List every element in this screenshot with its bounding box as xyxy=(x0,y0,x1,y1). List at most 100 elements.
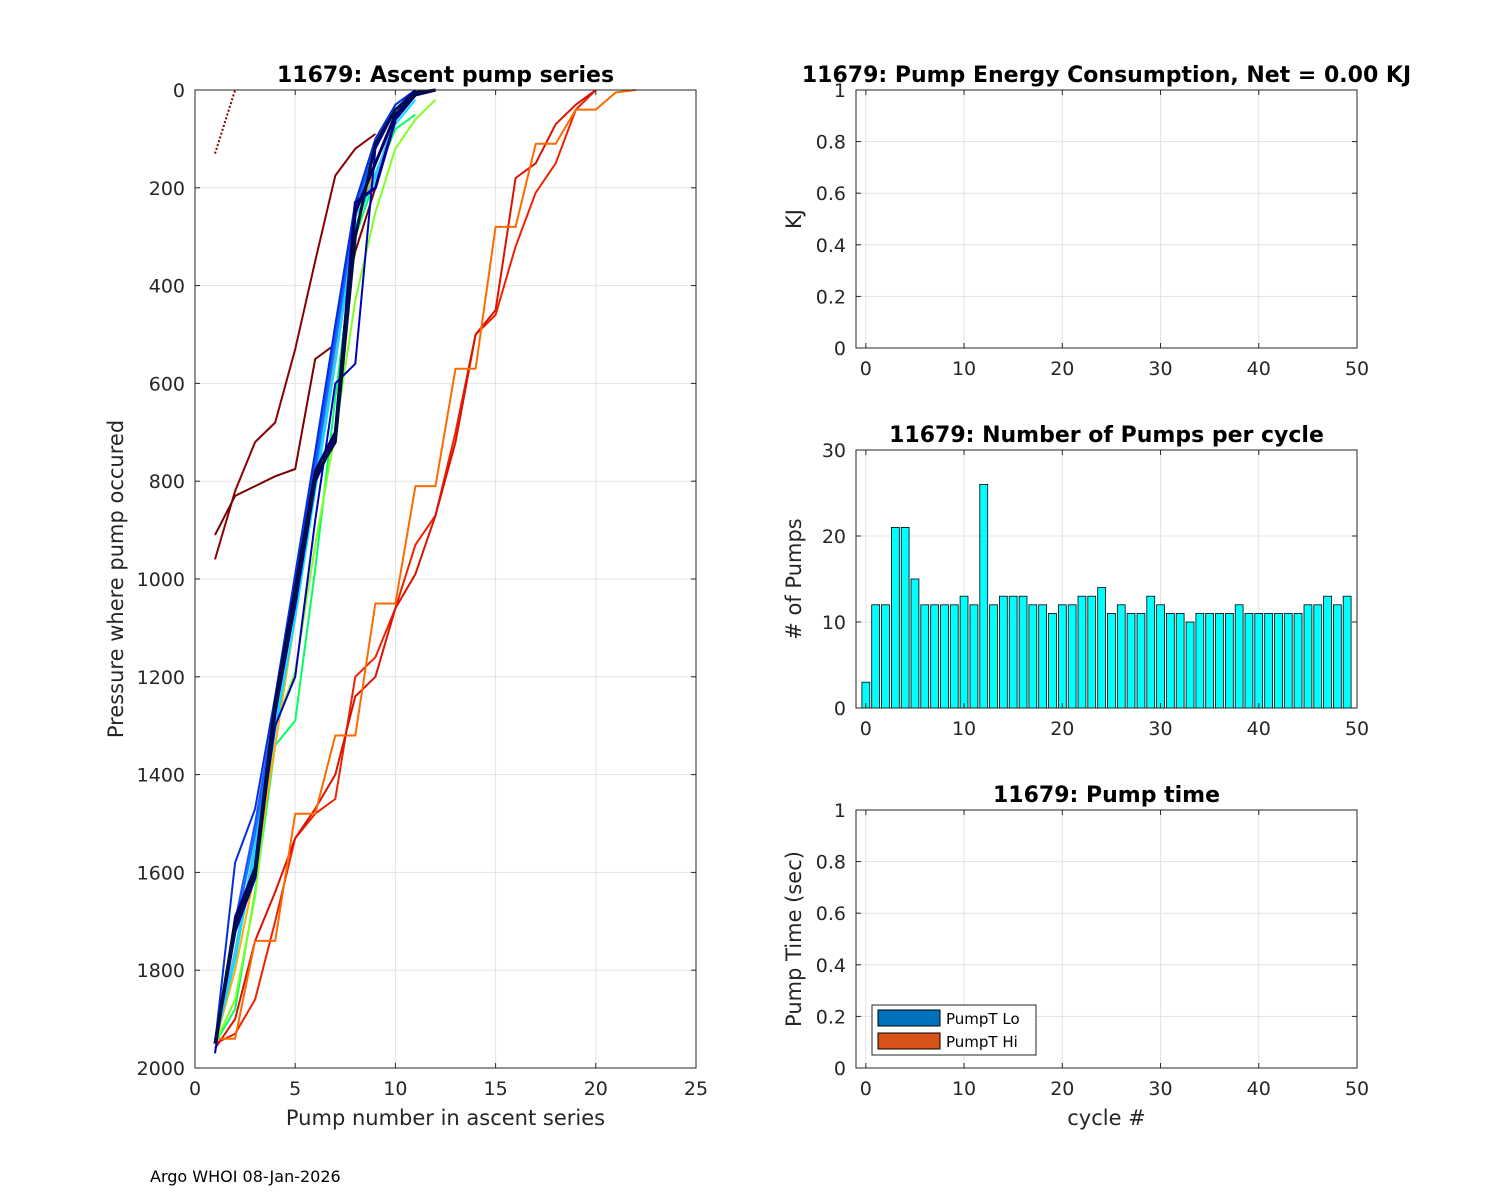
x-tick-label: 40 xyxy=(1247,358,1271,380)
x-tick-label: 10 xyxy=(383,1078,407,1100)
bar-cycle-49 xyxy=(1342,595,1352,709)
legend-label: PumpT Hi xyxy=(946,1033,1018,1051)
y-tick-label: 0 xyxy=(834,338,846,360)
chart-title: 11679: Number of Pumps per cycle xyxy=(889,423,1324,448)
y-tick-label: 0.6 xyxy=(816,903,846,925)
bar-cycle-22 xyxy=(1077,595,1087,709)
bar-cycle-12 xyxy=(979,483,989,709)
y-tick-label: 0 xyxy=(834,1058,846,1080)
y-axis-label: Pressure where pump occured xyxy=(104,420,128,738)
x-tick-label: 0 xyxy=(860,358,872,380)
footer-text: Argo WHOI 08-Jan-2026 xyxy=(150,1167,341,1186)
x-tick-label: 5 xyxy=(289,1078,301,1100)
bar-cycle-11 xyxy=(969,604,979,709)
y-tick-label: 400 xyxy=(149,276,185,298)
series-line-cycle-0 xyxy=(214,89,237,154)
bar-cycle-33 xyxy=(1185,621,1195,709)
x-tick-label: 0 xyxy=(189,1078,201,1100)
bar-cycle-43 xyxy=(1283,613,1293,709)
x-tick-label: 20 xyxy=(584,1078,608,1100)
bar-cycle-32 xyxy=(1175,613,1185,709)
y-tick-label: 1 xyxy=(834,800,846,822)
y-tick-label: 1400 xyxy=(137,765,185,787)
x-axis-label: cycle # xyxy=(1067,1106,1146,1130)
bar-cycle-16 xyxy=(1018,595,1028,709)
bar-cycle-1 xyxy=(871,604,881,709)
x-tick-label: 20 xyxy=(1050,358,1074,380)
chart-title: 11679: Pump Energy Consumption, Net = 0.… xyxy=(802,63,1411,88)
bar-cycle-47 xyxy=(1323,595,1332,709)
series-line-cycle-4 xyxy=(214,89,597,1049)
x-tick-label: 40 xyxy=(1247,1078,1271,1100)
axes-frame xyxy=(855,449,1358,709)
bar-cycle-35 xyxy=(1205,613,1214,709)
x-tick-label: 40 xyxy=(1247,718,1271,740)
series-line-cycle-17 xyxy=(213,88,436,1044)
y-axis-label: Pump Time (sec) xyxy=(782,851,806,1027)
x-tick-label: 50 xyxy=(1345,1078,1369,1100)
x-tick-label: 20 xyxy=(1050,718,1074,740)
chart-pumptime: 0 10 20 30 40 50 0 0.2 0.4 0.6 0.8 1 11679: Pump tim… xyxy=(782,783,1369,1130)
bar-cycle-9 xyxy=(949,604,959,709)
bar-cycle-31 xyxy=(1166,613,1175,709)
bar-cycle-48 xyxy=(1333,604,1342,709)
bar-cycle-37 xyxy=(1225,613,1234,709)
bar-cycle-13 xyxy=(989,604,998,709)
y-axis-label: # of Pumps xyxy=(782,518,806,640)
bar-cycle-14 xyxy=(999,595,1008,709)
bar-cycle-41 xyxy=(1264,613,1273,709)
bar-cycle-24 xyxy=(1097,587,1106,709)
y-tick-label: 0.6 xyxy=(816,183,846,205)
x-tick-label: 50 xyxy=(1345,718,1369,740)
bar-cycle-20 xyxy=(1058,604,1067,709)
y-axis-label: KJ xyxy=(782,209,806,229)
series-line-cycle-3 xyxy=(214,89,597,1045)
legend-swatch xyxy=(877,1032,941,1050)
y-tick-label: 1800 xyxy=(137,960,185,982)
legend-swatch xyxy=(877,1009,941,1027)
bar-cycle-3 xyxy=(891,527,900,709)
bar-cycle-7 xyxy=(930,604,940,709)
chart-ascent: 0 5 10 15 20 25 0 200 400 600 800 1000 1200 1400 1600 1… xyxy=(104,63,708,1130)
y-tick-label: 20 xyxy=(822,526,846,548)
series-line-cycle-13 xyxy=(214,89,416,1044)
x-tick-label: 25 xyxy=(684,1078,708,1100)
chart-pumps: 0 10 20 30 40 50 0 10 20 30 11679: Number of Pumps… xyxy=(782,423,1369,740)
plot-area xyxy=(856,450,1357,708)
bar-cycle-8 xyxy=(940,604,949,709)
y-tick-label: 1000 xyxy=(137,569,185,591)
bar-cycle-25 xyxy=(1107,613,1116,709)
x-tick-label: 0 xyxy=(860,1078,872,1100)
bar-cycle-17 xyxy=(1028,604,1038,709)
bar-cycle-46 xyxy=(1313,604,1323,709)
bar-cycle-6 xyxy=(920,604,930,709)
series-line-cycle-5 xyxy=(215,89,637,1040)
y-tick-label: 0.8 xyxy=(816,852,846,874)
y-tick-label: 0.8 xyxy=(816,132,846,154)
bar-cycle-39 xyxy=(1244,613,1254,709)
plot-area xyxy=(856,90,1357,348)
data-layer xyxy=(213,88,637,1054)
bar-cycle-15 xyxy=(1008,595,1018,709)
y-tick-label: 1 xyxy=(834,80,846,102)
x-tick-label: 50 xyxy=(1345,358,1369,380)
y-tick-label: 30 xyxy=(822,440,846,462)
axes-frame xyxy=(855,89,1358,349)
y-tick-label: 600 xyxy=(149,373,185,395)
legend-label: PumpT Lo xyxy=(946,1010,1020,1028)
bar-cycle-4 xyxy=(900,527,910,709)
y-tick-label: 0.2 xyxy=(816,1006,846,1028)
x-tick-label: 30 xyxy=(1148,1078,1172,1100)
bar-cycle-23 xyxy=(1087,595,1097,709)
y-tick-label: 1200 xyxy=(137,667,185,689)
bar-cycle-30 xyxy=(1156,604,1165,709)
bar-cycle-5 xyxy=(910,578,920,709)
series-line-cycle-7 xyxy=(214,99,437,1044)
y-tick-label: 1600 xyxy=(137,862,185,884)
y-tick-label: 0 xyxy=(173,80,185,102)
bar-cycle-18 xyxy=(1038,604,1047,709)
bar-cycle-21 xyxy=(1067,604,1077,709)
bar-cycle-36 xyxy=(1215,613,1224,709)
series-line-cycle-16 xyxy=(213,88,436,1044)
